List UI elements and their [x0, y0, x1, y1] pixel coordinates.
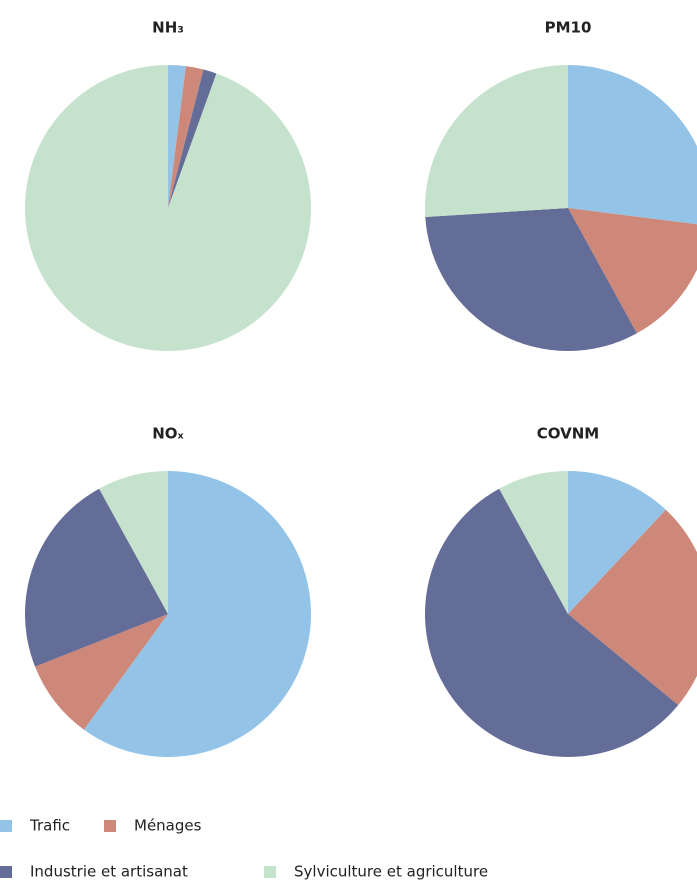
pie-slice	[568, 65, 697, 225]
chart-title: PM10	[545, 19, 592, 37]
pie-slice	[25, 488, 168, 667]
pie-slice	[424, 65, 568, 217]
pie-slice	[568, 509, 697, 706]
pie-slice	[168, 69, 217, 208]
pie-slice	[168, 65, 186, 208]
legend-label: Trafic	[29, 817, 70, 835]
chart-title: NOₓ	[152, 425, 184, 443]
pie-slice	[99, 471, 168, 614]
pie-slice	[83, 471, 311, 757]
chart-title: COVNM	[537, 425, 599, 443]
pie-slice	[35, 614, 168, 730]
pie-slice	[168, 66, 204, 208]
pie-slice	[568, 208, 697, 334]
legend-swatch	[0, 820, 12, 832]
legend-label: Sylviculture et agriculture	[294, 863, 488, 881]
legend-swatch	[104, 820, 116, 832]
pie-slice	[568, 471, 666, 614]
chart-title: NH₃	[152, 19, 184, 37]
pie-slice	[425, 208, 637, 351]
legend-label: Ménages	[134, 817, 202, 835]
legend-swatch	[264, 866, 276, 878]
pie-slice	[424, 488, 679, 758]
legend-swatch	[0, 866, 12, 878]
pie-slice	[499, 471, 568, 614]
pie-slice	[25, 65, 312, 352]
legend-label: Industrie et artisanat	[30, 863, 188, 881]
